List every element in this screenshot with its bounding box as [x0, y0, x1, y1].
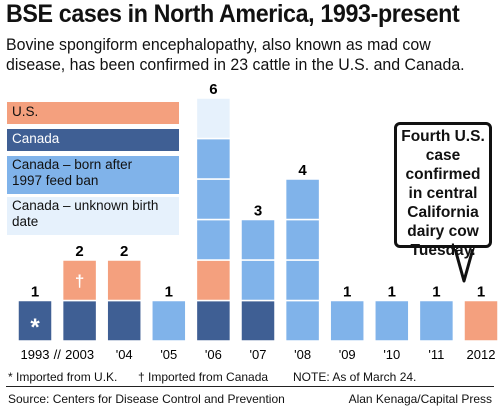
data-label-1993: 1	[31, 284, 39, 301]
data-label-07: 3	[254, 203, 262, 220]
bar-segment-06-u-s	[195, 259, 232, 302]
legend-swatch-canada-feed-ban	[6, 155, 180, 195]
bar-segment-06-canada	[195, 299, 232, 342]
data-label-09: 1	[343, 284, 351, 301]
marker-2003: †	[75, 271, 84, 290]
footnote-note: NOTE: As of March 24.	[293, 370, 417, 384]
legend-item-canada-feed-ban: Canada – born after 1997 feed ban	[6, 155, 180, 195]
axis-break-marker: //	[54, 347, 62, 362]
bar-segment-06-canada-born-after-1997-feed-ban	[195, 137, 232, 180]
bar-segment-1993-canada	[17, 299, 53, 342]
x-tick-label-2003: 2003	[65, 347, 94, 362]
bar-segment-08-canada-born-after-1997-feed-ban	[284, 218, 321, 261]
bar-segment-08-canada-born-after-1997-feed-ban	[284, 259, 321, 302]
legend: U.S. Canada Canada – born after 1997 fee…	[6, 101, 180, 237]
bar-segment-04-canada	[106, 299, 142, 342]
legend-item-canada: Canada	[6, 128, 180, 152]
x-tick-label-08: '08	[294, 347, 311, 362]
footnote-imported-uk: * Imported from U.K.	[8, 370, 118, 384]
chart-title: BSE cases in North America, 1993-present	[6, 0, 460, 28]
bar-segment-04-u-s	[106, 259, 142, 302]
legend-label-us: U.S.	[12, 104, 39, 119]
legend-label-canada-feed-ban: Canada – born after 1997 feed ban	[12, 157, 133, 188]
x-tick-label-09: '09	[339, 347, 356, 362]
data-label-2003: 2	[75, 243, 83, 260]
data-label-06: 6	[209, 81, 217, 98]
source-credit: Source: Centers for Disease Control and …	[8, 392, 285, 406]
bar-segment-05-canada-born-after-1997-feed-ban	[151, 299, 187, 342]
x-tick-label-06: '06	[205, 347, 222, 362]
legend-swatch-us	[6, 101, 180, 125]
chart-subtitle: Bovine spongiform encephalopathy, also k…	[6, 35, 465, 74]
data-label-05: 1	[165, 284, 173, 301]
legend-swatch-canada-unknown	[6, 196, 180, 236]
x-tick-label-2012: 2012	[467, 347, 496, 362]
x-tick-label-10: '10	[383, 347, 400, 362]
footer-rule	[6, 386, 494, 387]
bar-segment-2012-u-s	[463, 299, 499, 342]
data-label-10: 1	[388, 284, 396, 301]
bar-segment-06-canada-born-after-1997-feed-ban	[195, 218, 232, 261]
bar-segment-10-canada-born-after-1997-feed-ban	[374, 299, 410, 342]
x-tick-label-05: '05	[160, 347, 177, 362]
x-tick-label-07: '07	[250, 347, 267, 362]
bar-segment-07-canada-born-after-1997-feed-ban	[240, 218, 276, 261]
legend-swatch-canada	[6, 128, 180, 152]
x-tick-label-04: '04	[116, 347, 133, 362]
bar-segment-06-canada-born-after-1997-feed-ban	[195, 178, 232, 221]
bar-segment-08-canada-born-after-1997-feed-ban	[284, 299, 321, 342]
bar-segment-08-canada-born-after-1997-feed-ban	[284, 178, 321, 221]
legend-label-canada: Canada	[12, 131, 60, 146]
footnote-imported-canada: † Imported from Canada	[138, 370, 269, 384]
byline-credit: Alan Kenaga/Capital Press	[348, 392, 492, 406]
bar-segment-06-canada-unknown-birth-date	[195, 97, 232, 140]
marker-1993: *	[30, 314, 40, 341]
data-label-2012: 1	[477, 284, 485, 301]
bar-segment-11-canada-born-after-1997-feed-ban	[418, 299, 455, 342]
x-tick-label-11: '11	[428, 347, 444, 362]
data-label-04: 2	[120, 243, 128, 260]
callout-box: Fourth U.S. case confirmed in central Ca…	[394, 122, 492, 259]
x-tick-label-1993: 1993	[21, 347, 50, 362]
legend-item-us: U.S.	[6, 101, 180, 125]
bar-segment-07-canada	[240, 299, 276, 342]
bar-segment-2003-canada	[61, 299, 98, 342]
legend-item-canada-unknown: Canada – unknown birth date	[6, 196, 180, 236]
data-label-11: 1	[432, 284, 440, 301]
data-label-08: 4	[298, 162, 307, 179]
bar-segment-09-canada-born-after-1997-feed-ban	[329, 299, 365, 342]
legend-label-canada-unknown: Canada – unknown birth date	[12, 198, 159, 229]
bar-segment-2003-u-s	[61, 259, 98, 302]
bar-segment-07-canada-born-after-1997-feed-ban	[240, 259, 276, 302]
